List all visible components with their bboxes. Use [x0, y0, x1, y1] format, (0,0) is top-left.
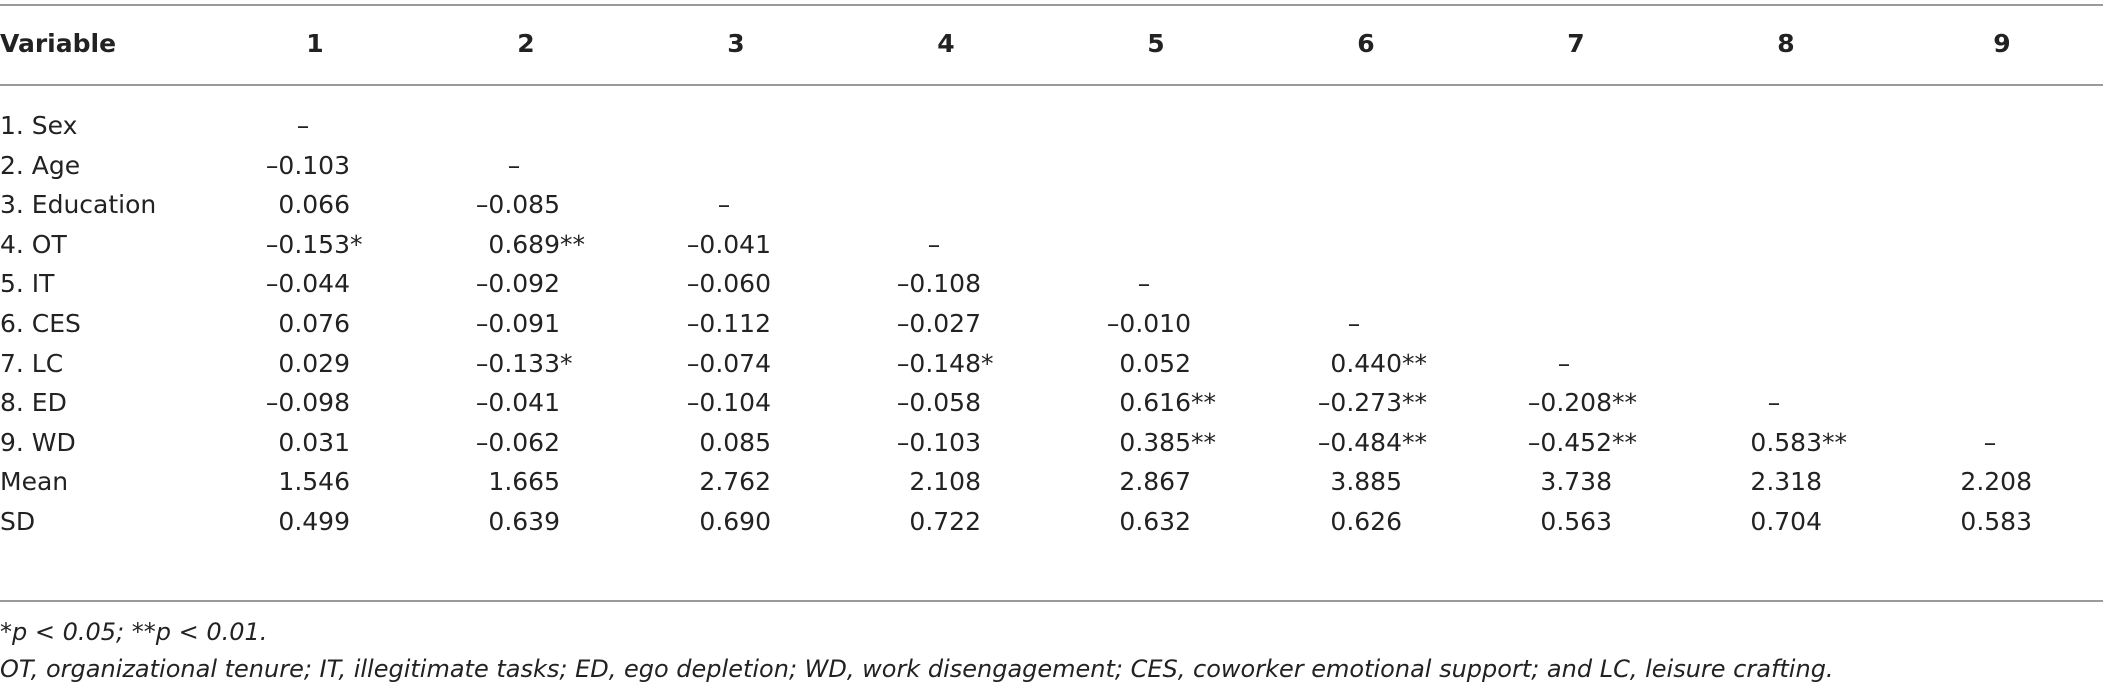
cell: 0.563 — [1540, 507, 1612, 536]
cell: –0.108 — [896, 269, 981, 299]
cell: –0.273 ** — [1317, 388, 1427, 418]
cell: 0.626 — [1330, 507, 1402, 536]
cell: – — [296, 111, 310, 140]
top-rule — [0, 4, 2103, 6]
cell: 0.052 — [1119, 348, 1191, 378]
header-rule — [0, 84, 2103, 86]
cell: –0.452 ** — [1527, 427, 1637, 457]
cell: –0.044 — [265, 269, 350, 299]
row-label: Mean — [0, 467, 69, 497]
cell: –0.103 — [265, 150, 350, 180]
cell: 2.108 — [909, 467, 981, 497]
cell: –0.104 — [686, 388, 771, 418]
cell: – — [507, 150, 521, 180]
row-label: 5. IT — [0, 269, 55, 299]
cell: 0.689 ** — [488, 229, 585, 259]
cell: –0.085 — [475, 190, 560, 220]
cell: 0.499 — [278, 507, 350, 536]
column-header: 7 — [1567, 29, 1585, 58]
cell: –0.112 — [686, 309, 771, 338]
cell: – — [1347, 309, 1361, 338]
row-label: 6. CES — [0, 309, 81, 338]
cell: 0.583 — [1960, 507, 2032, 536]
cell: – — [1983, 427, 1997, 457]
cell: –0.060 — [686, 269, 771, 299]
cell: 0.076 — [278, 309, 350, 338]
cell: 2.318 — [1750, 467, 1822, 497]
cell: 0.632 — [1119, 507, 1191, 536]
cell: 1.546 — [278, 467, 350, 497]
cell: – — [927, 229, 941, 259]
cell: 1.665 — [488, 467, 560, 497]
cell: 0.066 — [278, 190, 350, 220]
cell: –0.010 — [1106, 309, 1191, 338]
cell: –0.153 * — [265, 229, 363, 259]
row-label: SD — [0, 507, 36, 536]
cell: 0.385 ** — [1119, 427, 1216, 457]
row-label: 9. WD — [0, 427, 76, 457]
column-header: Variable — [0, 29, 117, 58]
cell: 3.738 — [1540, 467, 1612, 497]
cell: – — [1767, 388, 1781, 418]
column-header: 5 — [1147, 29, 1165, 58]
cell: 0.085 — [699, 427, 771, 457]
column-header: 9 — [1993, 29, 2011, 58]
cell: 2.867 — [1119, 467, 1191, 497]
cell: –0.062 — [475, 427, 560, 457]
cell: 2.762 — [699, 467, 771, 497]
cell: –0.041 — [686, 229, 771, 259]
cell: –0.133 * — [475, 348, 573, 378]
cell: –0.484 ** — [1317, 427, 1427, 457]
row-label: 3. Education — [0, 190, 157, 220]
cell: 0.722 — [909, 507, 981, 536]
cell: –0.091 — [475, 309, 560, 338]
cell: –0.148 * — [896, 348, 994, 378]
column-header: 3 — [727, 29, 745, 58]
column-header: 2 — [517, 29, 535, 58]
column-header: 6 — [1357, 29, 1375, 58]
note: *p < 0.05; **p < 0.01. — [0, 618, 268, 646]
cell: – — [1557, 348, 1571, 378]
cell: 0.704 — [1750, 507, 1822, 536]
cell: –0.098 — [265, 388, 350, 418]
cell: –0.103 — [896, 427, 981, 457]
cell: 0.639 — [488, 507, 560, 536]
cell: –0.208 ** — [1527, 388, 1637, 418]
cell: 0.031 — [278, 427, 350, 457]
cell: 0.690 — [699, 507, 771, 536]
column-header: 4 — [937, 29, 955, 58]
bottom-rule — [0, 600, 2103, 602]
cell: 0.583 ** — [1750, 427, 1847, 457]
cell: 0.440 ** — [1330, 348, 1427, 378]
cell: 2.208 — [1960, 467, 2032, 497]
row-label: 7. LC — [0, 348, 64, 378]
cell: 0.029 — [278, 348, 350, 378]
cell: –0.092 — [475, 269, 560, 299]
row-label: 8. ED — [0, 388, 67, 418]
cell: –0.041 — [475, 388, 560, 418]
cell: 3.885 — [1330, 467, 1402, 497]
column-header: 1 — [306, 29, 324, 58]
cell: – — [717, 190, 731, 220]
cell: –0.058 — [896, 388, 981, 418]
cell: 0.616 ** — [1119, 388, 1216, 418]
cell: –0.027 — [896, 309, 981, 338]
cell: – — [1137, 269, 1151, 299]
row-label: 2. Age — [0, 150, 81, 180]
column-header: 8 — [1777, 29, 1795, 58]
row-label: 1. Sex — [0, 111, 78, 140]
cell: –0.074 — [686, 348, 771, 378]
note: OT, organizational tenure; IT, illegitim… — [0, 655, 1834, 683]
row-label: 4. OT — [0, 229, 67, 259]
